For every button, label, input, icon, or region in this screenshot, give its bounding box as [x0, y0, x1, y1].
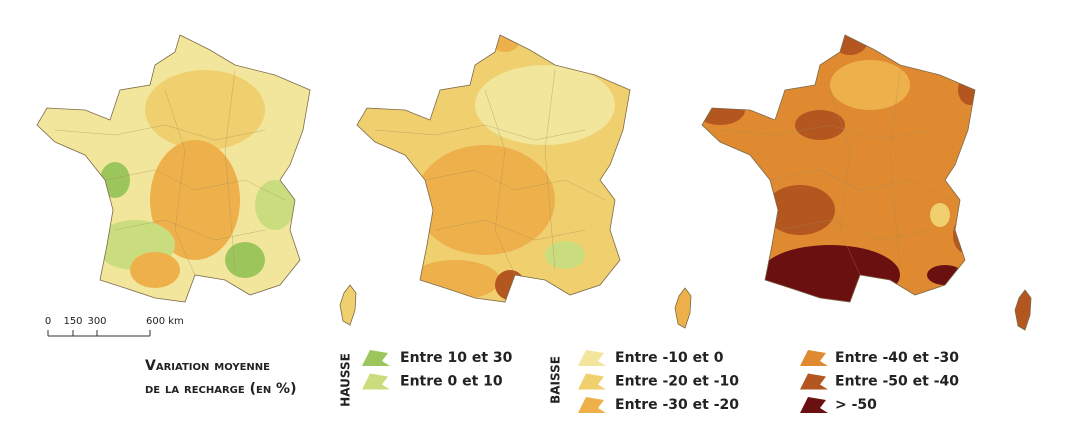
map-1	[36, 34, 311, 303]
group-label: Hausse	[339, 353, 353, 407]
scale-label: 300	[87, 316, 106, 327]
region	[832, 35, 868, 55]
region	[130, 252, 180, 288]
region	[927, 265, 963, 285]
region	[150, 140, 240, 260]
region	[225, 242, 265, 278]
region	[795, 110, 845, 140]
region	[415, 145, 555, 255]
legend-label: Entre 10 et 30	[400, 350, 513, 366]
region	[475, 65, 615, 145]
map-2	[356, 34, 631, 303]
scale-label: 600 km	[146, 316, 184, 327]
region	[765, 185, 835, 235]
corsica	[339, 284, 357, 326]
region	[958, 75, 975, 105]
scale-label: 0	[45, 316, 51, 327]
legend: Hausse Entre 10 et 30 Entre 0 et 10 Baisse E…	[339, 350, 959, 413]
legend-swatch	[578, 397, 606, 413]
region	[145, 70, 265, 150]
region	[930, 203, 950, 227]
region	[702, 95, 745, 125]
legend-swatch	[800, 373, 828, 390]
region	[410, 260, 500, 300]
legend-label: Entre -20 et -10	[615, 374, 739, 390]
region	[545, 241, 585, 269]
region	[760, 245, 900, 302]
legend-swatch	[578, 373, 606, 390]
legend-title: de la recharge (en %)	[145, 381, 296, 397]
region	[830, 60, 910, 110]
legend-label: Entre -50 et -40	[835, 374, 959, 390]
legend-swatch	[362, 373, 390, 390]
region	[495, 270, 525, 300]
map-3	[701, 34, 976, 303]
corsica	[674, 287, 692, 329]
legend-swatch	[578, 350, 606, 366]
legend-label: Entre -10 et 0	[615, 350, 724, 366]
legend-label: Entre -30 et -20	[615, 397, 739, 413]
legend-label: > -50	[835, 397, 877, 413]
legend-title: Variation moyenne	[145, 358, 270, 374]
legend-swatch	[800, 350, 828, 366]
legend-label: Entre 0 et 10	[400, 374, 503, 390]
legend-swatch	[800, 397, 828, 413]
corsica	[1014, 289, 1032, 331]
scale-label: 150	[63, 316, 82, 327]
region	[490, 35, 520, 52]
group-label: Baisse	[549, 356, 563, 404]
region	[255, 180, 295, 230]
legend-label: Entre -40 et -30	[835, 350, 959, 366]
legend-swatch	[362, 350, 390, 366]
scale-bar	[47, 330, 151, 337]
